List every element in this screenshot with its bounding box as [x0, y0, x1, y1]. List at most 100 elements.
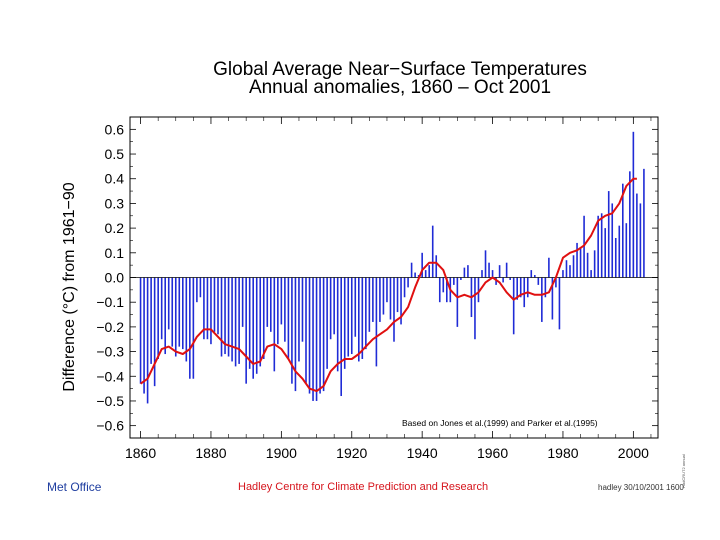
bar-1972 — [534, 275, 536, 278]
chart-title: Global Average Near−Surface Temperatures — [213, 59, 587, 80]
bar-1937 — [410, 262, 413, 278]
bar-1880 — [210, 277, 212, 345]
bar-1990 — [597, 215, 599, 278]
bar-1866 — [160, 277, 163, 340]
bar-1871 — [178, 277, 181, 347]
y-tick-label: −0.4 — [96, 368, 124, 384]
bar-1901 — [284, 277, 286, 342]
bar-2000 — [632, 131, 635, 278]
bar-1876 — [196, 277, 198, 303]
bar-1869 — [171, 277, 174, 347]
met-office-logo: Met Office — [47, 480, 102, 494]
bar-1942 — [428, 265, 430, 278]
bar-1914 — [329, 277, 332, 340]
bar-1963 — [502, 277, 504, 283]
bar-1888 — [238, 277, 240, 364]
chart-subtitle: Annual anomalies, 1860 – Oct 2001 — [248, 77, 552, 98]
bar-1997 — [622, 183, 624, 278]
bar-1909 — [312, 277, 314, 401]
bar-1931 — [389, 277, 392, 320]
y-tick-label: 0.0 — [105, 270, 125, 286]
bar-1895 — [262, 277, 265, 359]
y-tick-label: 0.5 — [105, 146, 125, 162]
hadley-centre-label: Hadley Centre for Climate Prediction and… — [238, 481, 489, 493]
timestamp-label: hadley 30/10/2001 1600 — [598, 483, 684, 492]
bar-1916 — [336, 277, 339, 372]
bar-1884 — [224, 277, 226, 355]
y-tick-label: −0.6 — [96, 418, 124, 434]
bar-1862 — [146, 277, 149, 404]
bar-1984 — [576, 242, 578, 278]
x-tick-label: 1940 — [407, 445, 438, 461]
bar-1861 — [143, 277, 145, 394]
bar-1958 — [484, 250, 487, 278]
bar-1965 — [509, 277, 511, 280]
y-tick-label: 0.1 — [105, 245, 125, 261]
bar-1930 — [386, 277, 388, 303]
bar-1927 — [375, 277, 378, 367]
bar-1922 — [358, 277, 360, 362]
x-tick-label: 1880 — [195, 445, 226, 461]
bar-1903 — [291, 277, 293, 384]
y-tick-label: 0.6 — [105, 121, 125, 137]
bar-1924 — [365, 277, 367, 350]
bar-1962 — [498, 265, 501, 278]
bar-1899 — [277, 277, 279, 345]
bar-1867 — [164, 277, 166, 355]
smoothed-line — [140, 177, 637, 393]
bar-1896 — [266, 277, 269, 327]
y-tick-label: −0.5 — [96, 393, 124, 409]
bar-1885 — [227, 277, 230, 357]
bar-1951 — [460, 277, 462, 280]
bar-1996 — [618, 225, 621, 278]
bar-1985 — [579, 247, 582, 278]
bar-1893 — [255, 277, 258, 374]
bar-1879 — [206, 277, 209, 340]
bar-1913 — [326, 277, 328, 369]
bar-1898 — [273, 277, 276, 372]
side-code-label: HadCRUT2 annual — [681, 454, 686, 488]
bar-1940 — [421, 252, 423, 278]
bar-1917 — [340, 277, 342, 397]
bar-1902 — [287, 277, 290, 359]
bar-1870 — [174, 277, 177, 357]
bar-2002 — [639, 203, 642, 278]
bar-1908 — [308, 277, 311, 394]
bar-1933 — [396, 277, 399, 313]
bar-1944 — [435, 255, 438, 278]
bar-1934 — [400, 277, 402, 325]
bar-1981 — [565, 260, 568, 278]
bar-1993 — [607, 191, 610, 278]
bar-1983 — [572, 255, 575, 278]
bar-1943 — [431, 225, 434, 278]
bar-1973 — [537, 277, 540, 285]
bar-2003 — [643, 168, 645, 278]
bar-1976 — [548, 257, 550, 278]
bar-1980 — [562, 270, 564, 278]
bar-1860 — [139, 277, 142, 384]
bar-1941 — [424, 270, 427, 278]
bar-1991 — [600, 213, 603, 278]
bar-1868 — [167, 277, 170, 330]
bar-1964 — [505, 262, 508, 278]
bar-1953 — [467, 265, 469, 278]
bar-1979 — [558, 277, 561, 330]
bar-1900 — [280, 277, 283, 325]
bar-1955 — [474, 277, 476, 340]
bar-1968 — [519, 277, 522, 298]
bar-1949 — [453, 277, 455, 285]
bar-1971 — [530, 270, 533, 278]
bar-1928 — [379, 277, 381, 322]
bar-1932 — [393, 277, 395, 342]
bar-1923 — [361, 277, 364, 359]
bar-1995 — [614, 237, 617, 278]
x-tick-label: 1960 — [477, 445, 508, 461]
bar-1894 — [259, 277, 262, 367]
y-tick-label: 0.4 — [105, 171, 125, 187]
bar-1892 — [252, 277, 254, 379]
bar-1863 — [150, 277, 152, 364]
chart-annotation: Based on Jones et al.(1999) and Parker e… — [402, 418, 598, 428]
bar-1966 — [512, 277, 515, 335]
bar-1872 — [182, 277, 184, 350]
